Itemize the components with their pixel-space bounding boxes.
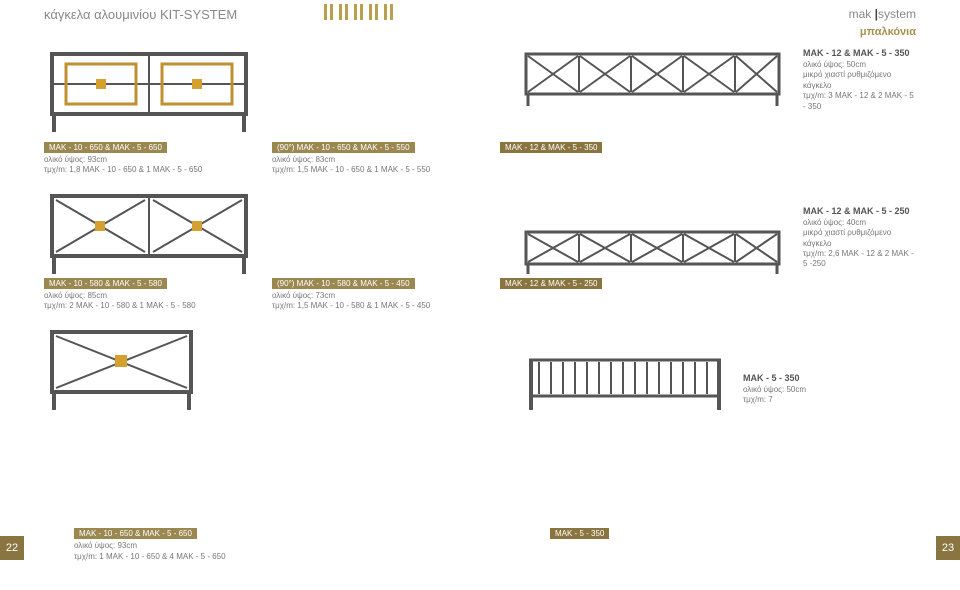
- railing-diagram: [44, 48, 254, 134]
- product-label: MAK - 10 - 580 & MAK - 5 - 580: [44, 278, 167, 289]
- header-ticks: [324, 4, 393, 20]
- product-spec: ολικό ύψος: 83cm τμχ/m: 1,5 MAK - 10 - 6…: [272, 155, 482, 176]
- railing-diagram: [525, 354, 725, 412]
- product-spec: ολικό ύψος: 40cm μικρό χιαστί ρυθμιζόμεν…: [803, 218, 916, 270]
- page-header: κάγκελα αλουμινίου KIT-SYSTEM mak |syste…: [44, 4, 916, 24]
- product-label: MAK - 10 - 650 & MAK - 5 - 650: [44, 142, 167, 153]
- railing-diagram: [520, 48, 785, 108]
- catalog-page: MAK - 12 & MAK - 5 - 350 ολικό ύψος: 50c…: [44, 48, 916, 576]
- product-spec: ολικό ύψος: 93cm τμχ/m: 1,8 MAK - 10 - 6…: [44, 155, 254, 176]
- product-spec: ολικό ύψος: 93cm τμχ/m: 1 MAK - 10 - 650…: [74, 541, 334, 562]
- product-label: (90°) MAK - 10 - 580 & MAK - 5 - 450: [272, 278, 415, 289]
- product-title: MAK - 5 - 350: [743, 373, 916, 383]
- product-spec: ολικό ύψος: 50cm μικρό χιαστί ρυθμιζόμεν…: [803, 60, 916, 112]
- product-title: MAK - 12 & MAK - 5 - 250: [803, 206, 916, 216]
- product-spec: ολικό ύψος: 85cm τμχ/m: 2 MAK - 10 - 580…: [44, 291, 254, 312]
- product-label: (90°) MAK - 10 - 650 & MAK - 5 - 550: [272, 142, 415, 153]
- railing-diagram: [520, 226, 785, 276]
- page-number-left: 22: [0, 536, 24, 560]
- category-label: μπαλκόνια: [860, 26, 916, 38]
- product-label: MAK - 5 - 350: [550, 528, 609, 539]
- product-spec: ολικό ύψος: 73cm τμχ/m: 1,5 MAK - 10 - 5…: [272, 291, 482, 312]
- product-label: MAK - 10 - 650 & MAK - 5 - 650: [74, 528, 197, 539]
- page-title: κάγκελα αλουμινίου KIT-SYSTEM: [44, 7, 237, 22]
- product-label: MAK - 12 & MAK - 5 - 250: [500, 278, 602, 289]
- product-title: MAK - 12 & MAK - 5 - 350: [803, 48, 916, 58]
- product-label: MAK - 12 & MAK - 5 - 350: [500, 142, 602, 153]
- railing-diagram: [44, 326, 199, 412]
- railing-diagram: [44, 190, 254, 276]
- brand-logo: mak |system: [849, 7, 916, 21]
- page-number-right: 23: [936, 536, 960, 560]
- product-spec: ολικό ύψος: 50cm τμχ/m: 7: [743, 385, 916, 406]
